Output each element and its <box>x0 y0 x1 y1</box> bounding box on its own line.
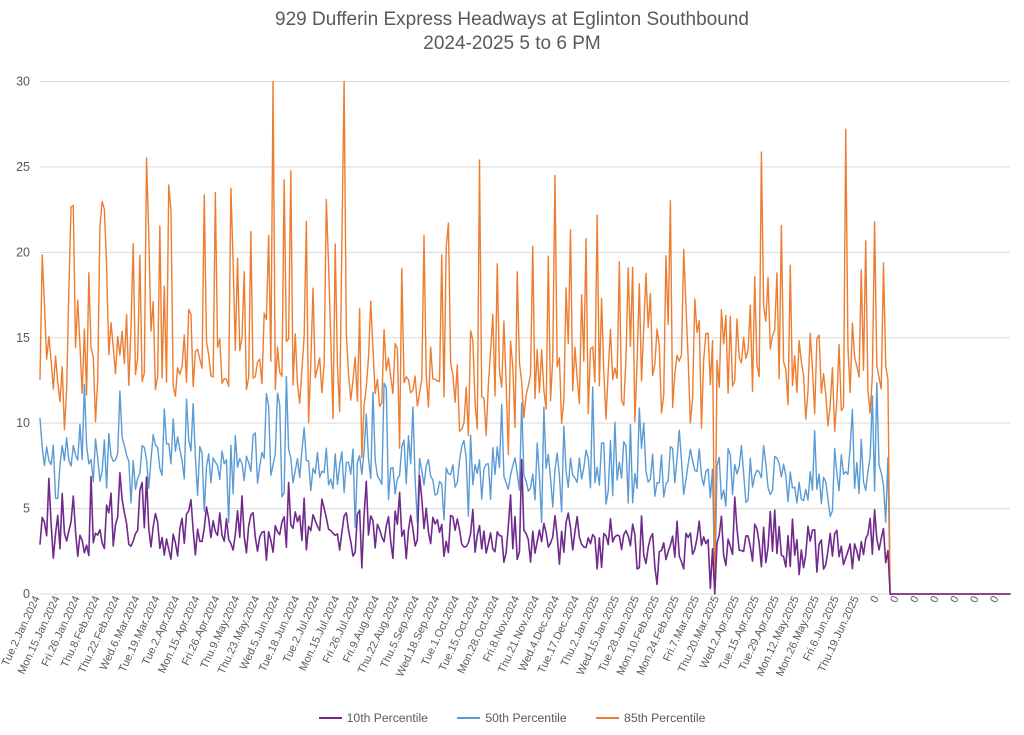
svg-text:0: 0 <box>988 594 1001 605</box>
svg-text:0: 0 <box>908 594 921 605</box>
svg-text:10: 10 <box>16 416 30 430</box>
svg-text:5: 5 <box>23 502 30 516</box>
svg-text:0: 0 <box>948 594 961 605</box>
svg-text:15: 15 <box>16 331 30 345</box>
svg-text:0: 0 <box>888 594 901 605</box>
svg-text:20: 20 <box>16 245 30 259</box>
svg-text:30: 30 <box>16 75 30 89</box>
svg-text:0: 0 <box>868 594 881 605</box>
svg-text:0: 0 <box>968 594 981 605</box>
svg-text:0: 0 <box>928 594 941 605</box>
svg-text:25: 25 <box>16 160 30 174</box>
